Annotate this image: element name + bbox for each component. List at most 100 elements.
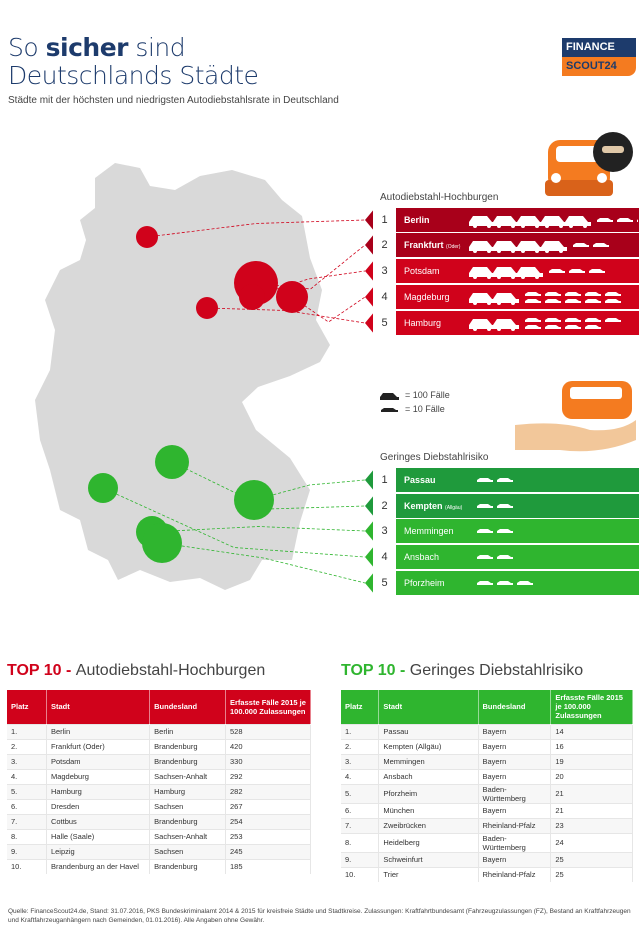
- column-header: Stadt: [378, 690, 479, 724]
- city-circle: [136, 226, 158, 248]
- small-car-icon: [605, 292, 621, 296]
- small-car-icon: [497, 555, 513, 559]
- table-cell: Bayern: [478, 738, 552, 754]
- table-row: 4. Magdeburg Sachsen-Anhalt 292: [7, 768, 311, 784]
- table-row: 6. Dresden Sachsen 267: [7, 798, 311, 814]
- big-car-icon: [493, 293, 519, 305]
- table-cell: 7.: [341, 817, 380, 833]
- row-arrow: [365, 494, 375, 518]
- table-row: 4. Ansbach Bayern 20: [341, 768, 633, 784]
- table-cell: 5.: [7, 783, 47, 799]
- connector-line: [206, 307, 366, 324]
- connector-line: [253, 479, 366, 501]
- column-header: Platz: [7, 690, 47, 724]
- table-row: 3. Memmingen Bayern 19: [341, 753, 633, 769]
- car-count-icons: [477, 504, 513, 508]
- table-cell: 23: [550, 817, 633, 833]
- table-cell: 267: [225, 798, 311, 814]
- big-car-icon: [517, 241, 543, 253]
- thief-car-illustration: [545, 132, 633, 196]
- rank-number: 4: [373, 285, 396, 309]
- table-cell: Halle (Saale): [46, 828, 151, 844]
- table-cell: Potsdam: [46, 753, 151, 769]
- table-cell: Leipzig: [46, 843, 151, 859]
- table-row: 2. Kempten (Allgäu) Bayern 16: [341, 738, 633, 754]
- big-car-icon: [469, 216, 495, 228]
- column-header: Bundesland: [149, 690, 227, 724]
- big-car-icon: [565, 216, 591, 228]
- rank-number: 4: [373, 545, 396, 569]
- car-count-icons: [469, 241, 609, 253]
- small-car-icon: [585, 325, 601, 329]
- row-arrow: [365, 311, 375, 335]
- big-car-icon: [469, 241, 495, 253]
- rank-number: 1: [373, 208, 396, 232]
- table-cell: Berlin: [46, 723, 151, 739]
- title-line2: Deutschlands Städte: [8, 61, 259, 90]
- table-cell: Sachsen-Anhalt: [149, 828, 227, 844]
- small-car-icon: [637, 219, 638, 222]
- city-name: Hamburg: [404, 318, 442, 328]
- small-car-icon: [477, 478, 493, 482]
- ranking-row: 2 Kempten (Allgäu): [365, 494, 639, 518]
- big-car-icon: [517, 216, 543, 228]
- row-bar: Berlin: [396, 208, 639, 232]
- big-car-icon: [517, 267, 543, 279]
- city-name: Ansbach: [404, 552, 440, 562]
- big-car-icon: [493, 216, 519, 228]
- table-cell: Ansbach: [378, 768, 479, 784]
- table-cell: 8.: [341, 832, 380, 852]
- table-cell: 282: [225, 783, 311, 799]
- row-arrow: [365, 285, 375, 309]
- column-header: Platz: [341, 690, 380, 724]
- ranking-row: 1 Passau: [365, 468, 639, 492]
- city-circle: [155, 445, 189, 479]
- table-row: 9. Leipzig Sachsen 245: [7, 843, 311, 859]
- table-high: Platz Stadt Bundesland Erfasste Fälle 2015 …: [7, 690, 311, 874]
- city-name: Frankfurt: [404, 240, 444, 250]
- car-count-icons: [469, 292, 621, 305]
- table-cell: 330: [225, 753, 311, 769]
- small-car-icon: [497, 504, 513, 508]
- row-arrow: [365, 519, 375, 543]
- ranking-row: 1 Berlin: [365, 208, 639, 232]
- row-arrow: [365, 545, 375, 569]
- row-arrow: [365, 259, 375, 283]
- car-count-icons: [469, 216, 638, 228]
- table-cell: 420: [225, 738, 311, 754]
- table-cell: 253: [225, 828, 311, 844]
- table-cell: 6.: [7, 798, 47, 814]
- high-list-heading: Autodiebstahl-Hochburgen: [380, 192, 499, 203]
- title-part: So: [8, 33, 46, 62]
- table-cell: Brandenburg an der Havel: [46, 858, 151, 874]
- connector-line: [146, 219, 366, 238]
- table-cell: 2.: [341, 738, 380, 754]
- rank-number: 2: [373, 494, 396, 518]
- table-cell: 25: [550, 851, 633, 867]
- ranking-row: 3 Potsdam: [365, 259, 639, 283]
- table-cell: Frankfurt (Oder): [46, 738, 151, 754]
- column-header: Stadt: [46, 690, 151, 724]
- table-row: 5. Hamburg Hamburg 282: [7, 783, 311, 799]
- small-car-icon: [605, 318, 621, 322]
- table-cell: 25: [550, 866, 633, 882]
- table-cell: 19: [550, 753, 633, 769]
- big-car-icon: [469, 267, 495, 279]
- financescout24-logo: FINANCE SCOUT24: [562, 38, 636, 76]
- table-cell: 5.: [341, 783, 380, 803]
- small-car-icon: [597, 218, 613, 222]
- small-car-icon: [497, 478, 513, 482]
- table-cell: Schweinfurt: [378, 851, 479, 867]
- table-cell: Rheinland-Pfalz: [478, 817, 552, 833]
- ranking-row: 5 Hamburg: [365, 311, 639, 335]
- car-count-icons: [477, 478, 513, 482]
- small-car-icon: [545, 292, 561, 296]
- car-count-icons: [469, 267, 605, 279]
- table-cell: Cottbus: [46, 813, 151, 829]
- table-cell: Baden-Württemberg: [478, 783, 552, 803]
- small-car-icon: [525, 325, 541, 329]
- table-cell: 10.: [7, 858, 47, 874]
- small-car-icon: [585, 292, 601, 296]
- table-cell: 16: [550, 738, 633, 754]
- table-cell: 9.: [341, 851, 380, 867]
